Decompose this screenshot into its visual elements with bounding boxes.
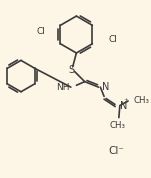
Text: N: N	[120, 101, 127, 111]
Text: Cl: Cl	[109, 35, 118, 44]
Text: S: S	[69, 65, 75, 75]
Text: CH₃: CH₃	[110, 121, 126, 130]
Text: Cl: Cl	[37, 27, 46, 36]
Text: Cl⁻: Cl⁻	[108, 146, 124, 156]
Text: ⁺: ⁺	[124, 97, 128, 106]
Text: N: N	[102, 82, 110, 92]
Text: NH: NH	[56, 83, 70, 92]
Text: CH₃: CH₃	[134, 96, 150, 105]
